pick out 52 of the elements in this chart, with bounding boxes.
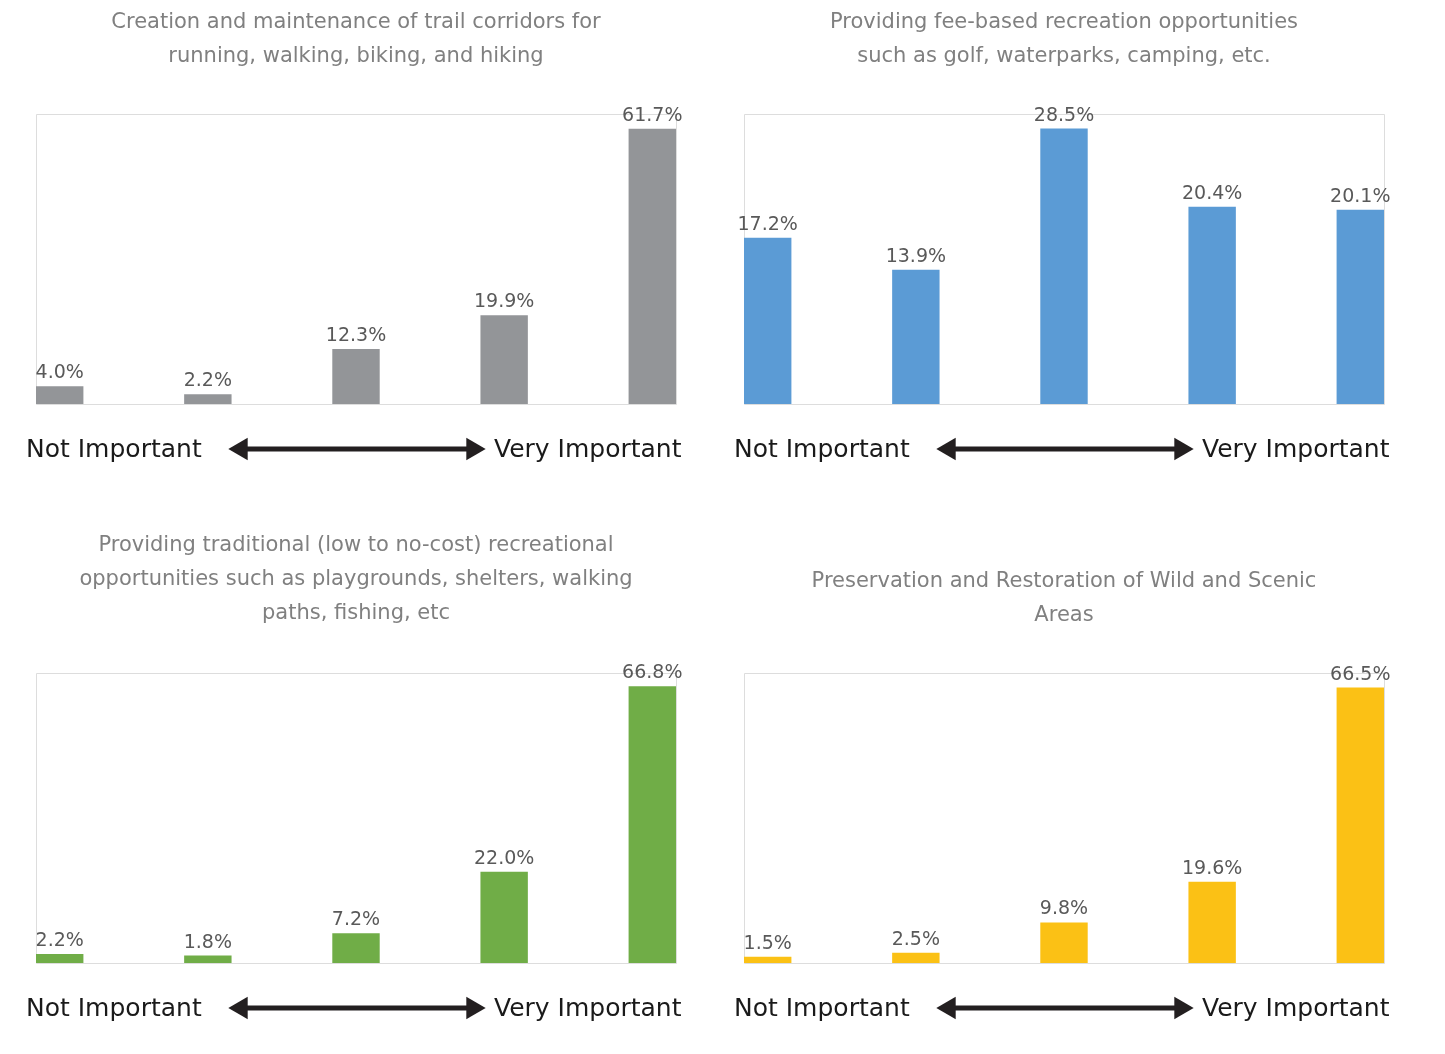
data-label: 22.0% <box>473 845 535 868</box>
bar <box>744 956 792 963</box>
data-label: 28.5% <box>1033 102 1095 125</box>
text: Very Important <box>494 993 682 1022</box>
text: Very Important <box>1202 993 1390 1022</box>
bar <box>628 128 676 404</box>
bar <box>1040 128 1088 404</box>
chart-title: Preservation and Restoration of Wild and Scenic Areas <box>811 567 1317 626</box>
data-label: 20.1% <box>1330 183 1391 206</box>
bar <box>628 686 676 963</box>
data-label: 20.4% <box>1181 180 1243 203</box>
data-label: 12.3% <box>325 323 387 346</box>
data-label: 4.0% <box>35 360 84 383</box>
chart-title: Providing fee-based recreation opportunities such as golf, waterparks, camping, etc. <box>829 8 1299 67</box>
text: Not Important <box>26 993 202 1022</box>
data-label: 19.9% <box>473 289 535 312</box>
data-label: 2.2% <box>35 927 84 950</box>
bar <box>184 394 232 404</box>
text: Very Important <box>1202 434 1390 463</box>
chart-title: Providing traditional (low to no-cost) recreational opportunities such as playgrounds, shelters, walking paths, fishing, etc <box>79 532 633 625</box>
data-label: 9.8% <box>1039 896 1089 919</box>
bar <box>480 871 528 963</box>
data-label: 61.7% <box>622 102 683 125</box>
bar <box>480 315 528 404</box>
data-label: 7.2% <box>331 907 381 930</box>
text: Very Important <box>494 434 682 463</box>
bar <box>1188 881 1236 963</box>
data-label: 13.9% <box>885 243 947 266</box>
bar <box>1336 687 1384 963</box>
bar <box>36 953 84 963</box>
data-label: 19.6% <box>1181 855 1243 878</box>
data-label: 2.2% <box>183 368 232 391</box>
data-label: 1.8% <box>183 929 232 952</box>
text: Not Important <box>734 434 910 463</box>
data-label: 2.5% <box>891 926 940 949</box>
bar <box>892 269 940 404</box>
chart-title: Creation and maintenance of trail corridors for running, walking, biking, and hiking <box>111 8 602 67</box>
bar <box>36 386 84 404</box>
bar <box>892 952 940 963</box>
text: Not Important <box>26 434 202 463</box>
bar <box>332 349 380 404</box>
bar <box>184 955 232 963</box>
data-label: 66.8% <box>622 660 683 683</box>
bar <box>744 237 792 404</box>
bar <box>332 933 380 963</box>
text: Not Important <box>734 993 910 1022</box>
bar <box>1336 209 1384 404</box>
bar <box>1040 922 1088 963</box>
data-label: 1.5% <box>743 930 792 953</box>
bar <box>1188 206 1236 404</box>
data-label: 17.2% <box>737 211 798 234</box>
data-label: 66.5% <box>1330 661 1391 684</box>
